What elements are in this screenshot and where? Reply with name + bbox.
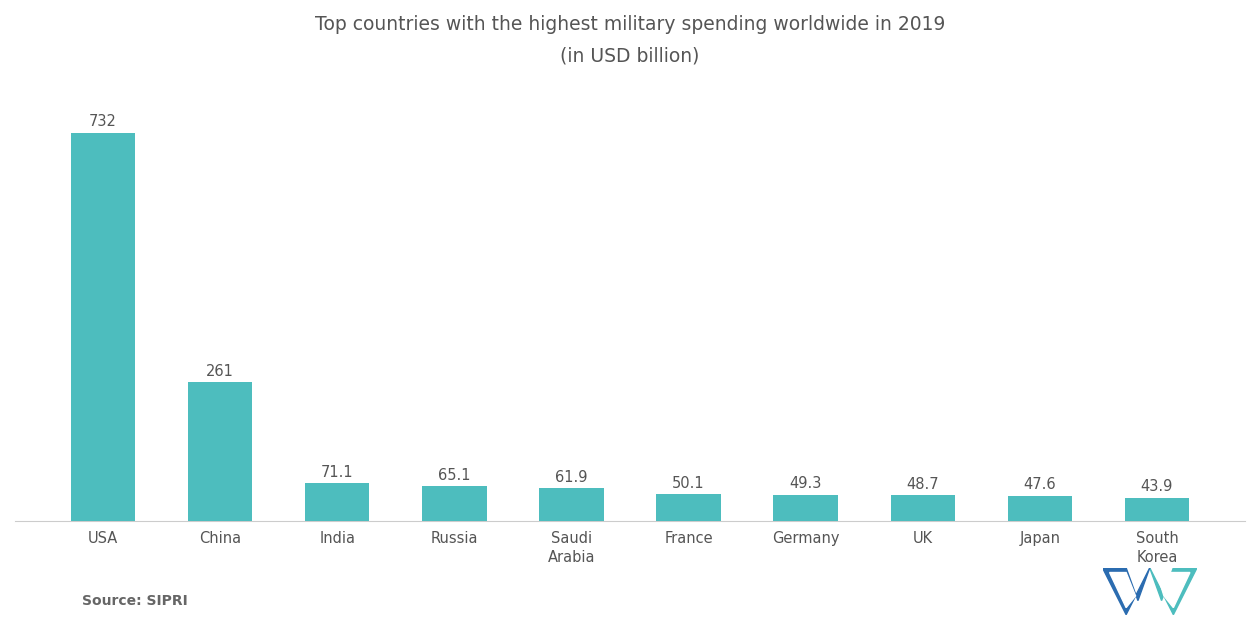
- Text: 261: 261: [207, 364, 234, 379]
- Bar: [1125, 497, 1189, 521]
- Polygon shape: [1110, 573, 1135, 608]
- Text: 47.6: 47.6: [1023, 477, 1056, 492]
- Text: 43.9: 43.9: [1140, 479, 1173, 494]
- Bar: [305, 483, 369, 521]
- Bar: [774, 495, 838, 521]
- Bar: [891, 495, 955, 521]
- Text: 71.1: 71.1: [321, 465, 354, 480]
- Polygon shape: [1149, 568, 1197, 615]
- Polygon shape: [1102, 568, 1149, 615]
- Text: 49.3: 49.3: [790, 477, 822, 492]
- Bar: [188, 383, 252, 521]
- Bar: [71, 133, 135, 521]
- Bar: [539, 488, 604, 521]
- Bar: [656, 494, 721, 521]
- Text: 732: 732: [89, 114, 117, 129]
- Text: Source: SIPRI: Source: SIPRI: [82, 595, 188, 608]
- Text: 65.1: 65.1: [438, 468, 471, 483]
- Text: 50.1: 50.1: [673, 476, 704, 491]
- Bar: [422, 486, 486, 521]
- Title: Top countries with the highest military spending worldwide in 2019
(in USD billi: Top countries with the highest military …: [315, 15, 945, 65]
- Text: 48.7: 48.7: [906, 477, 939, 492]
- Bar: [1008, 495, 1072, 521]
- Polygon shape: [1157, 573, 1189, 608]
- Text: 61.9: 61.9: [556, 470, 587, 485]
